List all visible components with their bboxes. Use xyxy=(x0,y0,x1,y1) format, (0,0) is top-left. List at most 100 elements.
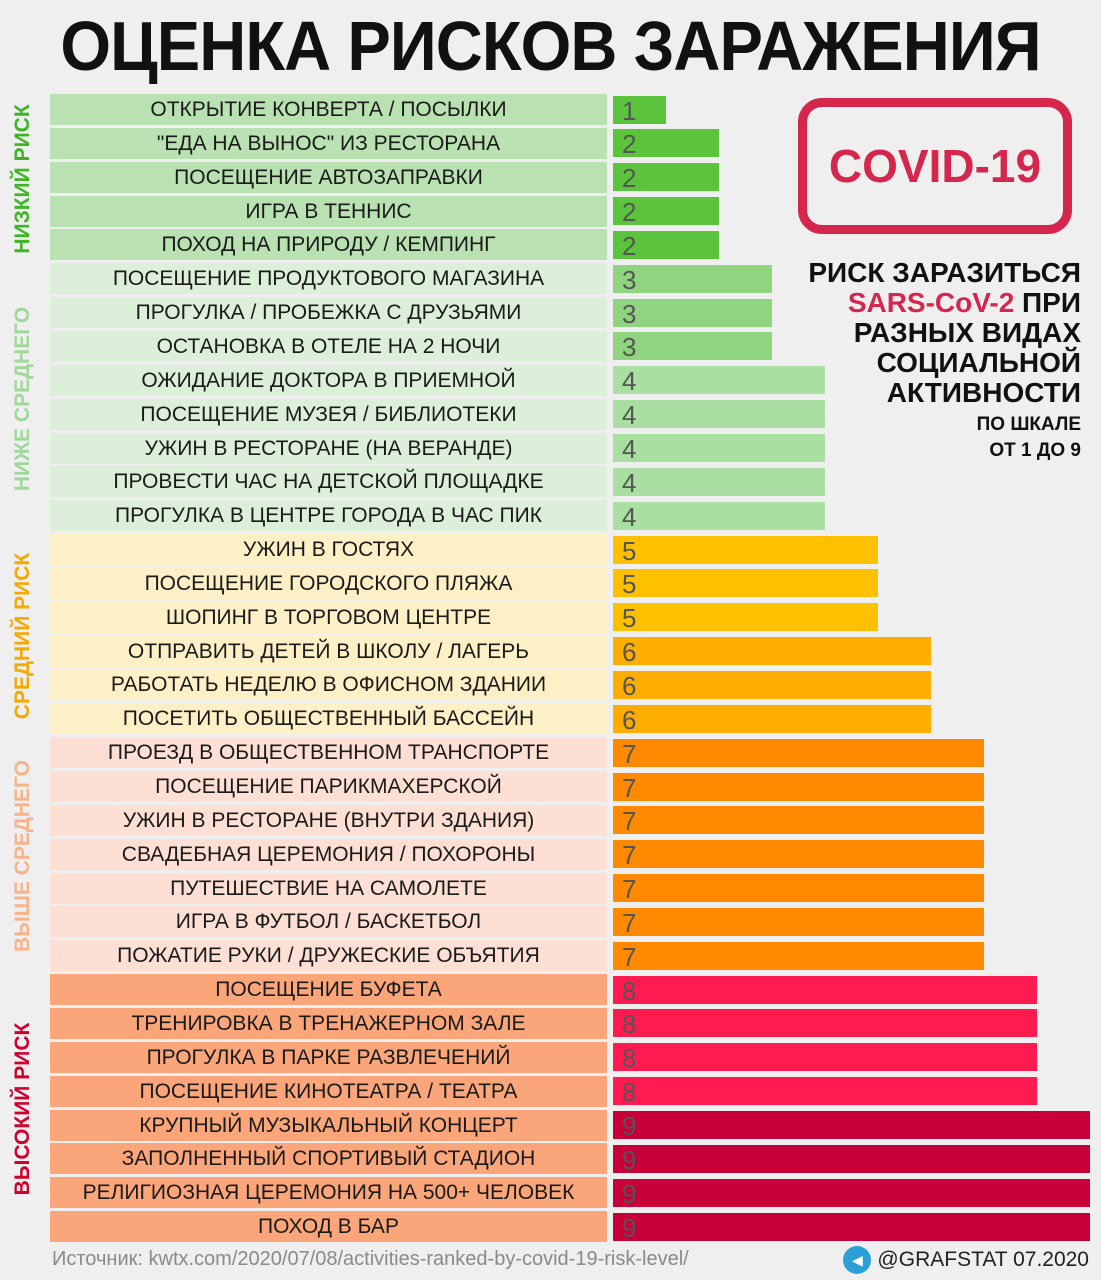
category-label: ПОЖАТИЕ РУКИ / ДРУЖЕСКИЕ ОБЪЯТИЯ xyxy=(50,940,607,972)
chart-title: ОЦЕНКА РИСКОВ ЗАРАЖЕНИЯ xyxy=(60,7,1041,85)
bar xyxy=(613,366,825,395)
covid-stamp: COVID-19 xyxy=(798,98,1072,234)
bar xyxy=(613,400,825,429)
category-label: ПРОВЕСТИ ЧАС НА ДЕТСКОЙ ПЛОЩАДКЕ xyxy=(50,466,607,498)
category-label: ПОСЕЩЕНИЕ КИНОТЕАТРА / ТЕАТРА xyxy=(50,1075,607,1107)
category-label: УЖИН В ГОСТЯХ xyxy=(50,534,607,566)
category-label: ПРОГУЛКА / ПРОБЕЖКА С ДРУЗЬЯМИ xyxy=(50,297,607,329)
data-label: 4 xyxy=(622,501,637,532)
category-label: ПОСЕЩЕНИЕ БУФЕТА xyxy=(50,974,607,1006)
data-label: 7 xyxy=(622,941,637,972)
data-label: 2 xyxy=(622,197,637,228)
category-label: "ЕДА НА ВЫНОС" ИЗ РЕСТОРАНА xyxy=(50,127,607,159)
data-label: 6 xyxy=(622,704,637,735)
category-label: УЖИН В РЕСТОРАНЕ (НА ВЕРАНДЕ) xyxy=(50,432,607,464)
data-label: 7 xyxy=(622,772,637,803)
category-label: ПОСЕЩЕНИЕ МУЗЕЯ / БИБЛИОТЕКИ xyxy=(50,398,607,430)
category-label: ПОХОД НА ПРИРОДУ / КЕМПИНГ xyxy=(50,229,607,261)
data-label: 3 xyxy=(622,298,637,329)
category-label: ПУТЕШЕСТВИЕ НА САМОЛЕТЕ xyxy=(50,872,607,904)
data-label: 1 xyxy=(622,95,637,126)
bar xyxy=(613,1144,1090,1173)
bar xyxy=(613,840,984,869)
bar xyxy=(613,467,825,496)
telegram-icon: ◀ xyxy=(843,1246,872,1274)
data-label: 3 xyxy=(622,332,637,363)
data-label: 4 xyxy=(622,366,637,397)
category-label: ОТКРЫТИЕ КОНВЕРТА / ПОСЫЛКИ xyxy=(50,94,607,125)
data-label: 3 xyxy=(622,264,637,295)
data-label: 4 xyxy=(622,400,637,431)
category-label: ПРОЕЗД В ОБЩЕСТВЕННОМ ТРАНСПОРТЕ xyxy=(50,737,607,769)
data-label: 9 xyxy=(622,1111,637,1141)
category-label: ПОСЕЩЕНИЕ ПАРИКМАХЕРСКОЙ xyxy=(50,771,607,802)
risk-group-label: ВЫШЕ СРЕДНЕГО xyxy=(0,737,46,974)
category-label: КРУПНЫЙ МУЗЫКАЛЬНЫЙ КОНЦЕРТ xyxy=(50,1109,607,1141)
bar xyxy=(613,434,825,462)
data-label: 2 xyxy=(622,230,637,261)
bar xyxy=(613,941,984,970)
bar xyxy=(613,501,825,530)
scale-line: ОТ 1 ДО 9 xyxy=(989,440,1081,461)
data-label: 5 xyxy=(622,535,637,566)
bar xyxy=(613,806,984,835)
bar xyxy=(613,95,666,124)
subtitle-line: АКТИВНОСТИ xyxy=(886,377,1081,408)
bar xyxy=(613,772,984,801)
bar xyxy=(613,535,878,564)
bar xyxy=(613,603,878,632)
data-label: 9 xyxy=(622,1178,637,1209)
bar xyxy=(613,1077,1037,1106)
bar xyxy=(613,332,772,361)
category-label: ПОСЕЩЕНИЕ АВТОЗАПРАВКИ xyxy=(50,161,607,193)
subtitle-line: РИСК ЗАРАЗИТЬСЯ xyxy=(808,257,1081,288)
risk-group-text: ВЫСОКИЙ РИСК xyxy=(11,1023,34,1196)
data-label: 8 xyxy=(622,975,637,1006)
data-label: 4 xyxy=(622,467,637,498)
bar xyxy=(613,264,772,293)
data-label: 7 xyxy=(622,806,637,837)
subtitle: РИСК ЗАРАЗИТЬСЯ SARS-CoV-2 ПРИ РАЗНЫХ ВИ… xyxy=(808,258,1081,408)
data-label: 7 xyxy=(622,874,637,905)
category-label: ОЖИДАНИЕ ДОКТОРА В ПРИЕМНОЙ xyxy=(50,364,607,396)
category-label: ОСТАНОВКА В ОТЕЛЕ НА 2 НОЧИ xyxy=(50,330,607,362)
risk-group-label: НИЖЕ СРЕДНЕГО xyxy=(0,263,46,534)
category-label: ПРОГУЛКА В ЦЕНТРЕ ГОРОДА В ЧАС ПИК xyxy=(50,500,607,532)
risk-group-label: НИЗКИЙ РИСК xyxy=(0,94,46,263)
category-label: ПОСЕТИТЬ ОБЩЕСТВЕННЫЙ БАССЕЙН xyxy=(50,703,607,735)
category-label: ТРЕНИРОВКА В ТРЕНАЖЕРНОМ ЗАЛЕ xyxy=(50,1007,607,1039)
risk-group-text: СРЕДНИЙ РИСК xyxy=(11,552,34,719)
data-label: 9 xyxy=(622,1212,637,1243)
data-label: 7 xyxy=(622,840,637,871)
credit: ◀ @GRAFSTAT 07.2020 xyxy=(843,1246,1089,1274)
bar xyxy=(613,1111,1090,1139)
data-label: 7 xyxy=(622,738,637,769)
data-label: 5 xyxy=(622,603,637,634)
bar xyxy=(613,197,719,226)
category-label: СВАДЕБНАЯ ЦЕРЕМОНИЯ / ПОХОРОНЫ xyxy=(50,838,607,870)
bar xyxy=(613,907,984,936)
bar xyxy=(613,738,984,767)
bar xyxy=(613,1043,1037,1072)
category-label: ОТПРАВИТЬ ДЕТЕЙ В ШКОЛУ / ЛАГЕРЬ xyxy=(50,635,607,667)
bar xyxy=(613,874,984,903)
subtitle-line: РАЗНЫХ ВИДАХ xyxy=(853,317,1081,348)
category-label: УЖИН В РЕСТОРАНЕ (ВНУТРИ ЗДАНИЯ) xyxy=(50,804,607,836)
risk-group-text: НИЗКИЙ РИСК xyxy=(11,103,34,254)
data-label: 6 xyxy=(622,670,637,701)
credit-text: @GRAFSTAT 07.2020 xyxy=(877,1248,1089,1271)
category-label: ПОСЕЩЕНИЕ ПРОДУКТОВОГО МАГАЗИНА xyxy=(50,263,607,295)
category-label: ПРОГУЛКА В ПАРКЕ РАЗВЛЕЧЕНИЙ xyxy=(50,1041,607,1073)
bar xyxy=(613,670,931,699)
category-label: РЕЛИГИОЗНАЯ ЦЕРЕМОНИЯ НА 500+ ЧЕЛОВЕК xyxy=(50,1177,607,1209)
data-label: 2 xyxy=(622,163,637,194)
source-text: Источник: kwtx.com/2020/07/08/activities… xyxy=(52,1248,689,1270)
risk-group-text: НИЖЕ СРЕДНЕГО xyxy=(11,306,34,491)
risk-group-label: СРЕДНИЙ РИСК xyxy=(0,534,46,737)
category-label: ЗАПОЛНЕННЫЙ СПОРТИВЫЙ СТАДИОН xyxy=(50,1143,607,1175)
scale-line: ПО ШКАЛЕ xyxy=(976,414,1081,435)
category-label: ПОСЕЩЕНИЕ ГОРОДСКОГО ПЛЯЖА xyxy=(50,567,607,599)
data-label: 8 xyxy=(622,1043,637,1074)
scale-note: ПО ШКАЛЕ ОТ 1 ДО 9 xyxy=(977,412,1081,464)
bar xyxy=(613,975,1037,1004)
